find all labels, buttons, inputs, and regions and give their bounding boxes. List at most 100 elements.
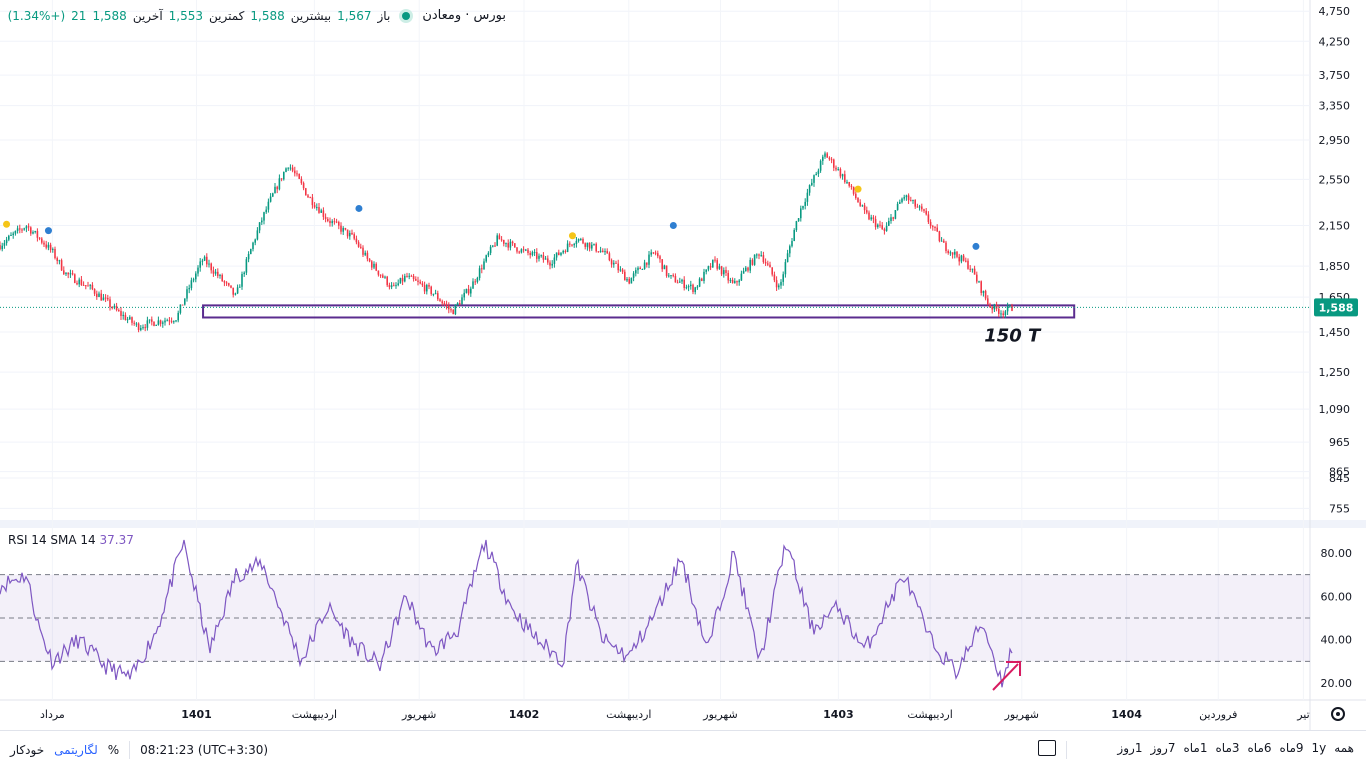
- candle-body: [995, 304, 998, 309]
- candle-body: [144, 327, 146, 329]
- candle-body: [833, 159, 835, 168]
- candle-body: [1006, 306, 1009, 312]
- candle-body: [709, 266, 712, 268]
- candle-body: [938, 231, 941, 241]
- candle-body: [98, 293, 100, 298]
- candle-body: [877, 224, 879, 228]
- candle-body: [313, 205, 316, 208]
- range-all[interactable]: همه: [1334, 741, 1354, 755]
- time-tick-label: اردیبهشت: [606, 708, 651, 721]
- range-1y[interactable]: 1y: [1311, 741, 1327, 755]
- rsi-legend[interactable]: RSI 14 SMA 14 37.37: [8, 533, 134, 547]
- candle-body: [452, 310, 454, 315]
- candle-body: [648, 254, 650, 265]
- candle-body: [760, 255, 762, 257]
- candle-body: [485, 255, 487, 262]
- symbol-legend: بورس · ومعادن باز 1,567 بیشترین 1,588 کم…: [8, 8, 506, 23]
- low-value: 1,553: [168, 8, 204, 23]
- percent-scale-button[interactable]: %: [107, 743, 120, 757]
- range-6m[interactable]: 6ماه: [1247, 741, 1272, 755]
- candle-body: [597, 251, 600, 253]
- candle-body: [388, 285, 391, 288]
- candle-body: [76, 282, 78, 285]
- candle-body: [837, 169, 839, 171]
- candle-body: [866, 210, 868, 213]
- candle-body: [679, 281, 681, 283]
- candle-body: [300, 178, 303, 184]
- candle-body: [434, 293, 437, 295]
- candle-body: [850, 185, 853, 187]
- candle-body: [219, 274, 221, 276]
- range-7d[interactable]: 7روز: [1150, 741, 1176, 755]
- candle-body: [940, 240, 943, 242]
- candle-body: [212, 270, 215, 274]
- candle-body: [885, 225, 888, 231]
- calendar-icon[interactable]: [1038, 740, 1056, 756]
- candle-body: [725, 270, 727, 273]
- symbol-name[interactable]: بورس · ومعادن: [422, 8, 506, 23]
- candle-body: [822, 156, 824, 161]
- range-1d[interactable]: 1روز: [1117, 741, 1143, 755]
- candle-body: [91, 284, 94, 290]
- candle-body: [60, 260, 63, 271]
- log-scale-button[interactable]: لگاریتمی: [54, 743, 98, 757]
- candle-body: [177, 312, 179, 321]
- candle-body: [3, 243, 6, 246]
- candle-body: [518, 251, 520, 253]
- candle-body: [56, 258, 58, 262]
- candle-body: [390, 285, 393, 288]
- range-9m[interactable]: 9ماه: [1279, 741, 1304, 755]
- candle-body: [613, 262, 615, 265]
- candle-body: [815, 173, 817, 176]
- candle-body: [250, 249, 252, 255]
- candle-body: [41, 238, 43, 243]
- candle-body: [758, 254, 760, 256]
- candle-body: [318, 207, 320, 213]
- pane-separator: [0, 520, 1366, 528]
- price-chart[interactable]: 4,750 4,250 3,750 3,350 2,950 2,550 2,150 1,850…: [0, 0, 1366, 730]
- candle-body: [870, 217, 872, 220]
- candle-body: [817, 170, 820, 174]
- candle-body: [349, 232, 351, 237]
- candle-body: [1011, 305, 1013, 311]
- settings-gear-icon[interactable]: [1331, 707, 1345, 721]
- candle-body: [536, 252, 538, 259]
- candle-body: [426, 285, 428, 292]
- candle-body: [791, 241, 793, 247]
- candle-body: [896, 203, 899, 211]
- candle-body: [987, 298, 989, 305]
- candle-body: [423, 285, 426, 292]
- candle-body: [32, 232, 34, 234]
- candle-body: [602, 250, 604, 252]
- price-tick-label: 1,090: [1319, 403, 1351, 416]
- price-tick-label: 2,550: [1319, 173, 1351, 186]
- candle-body: [747, 267, 749, 271]
- candle-body: [782, 274, 784, 282]
- range-1m[interactable]: 1ماه: [1183, 741, 1208, 755]
- signal-marker: [972, 242, 980, 250]
- candle-body: [714, 259, 716, 261]
- auto-scale-button[interactable]: خودکار: [10, 743, 45, 757]
- candle-body: [956, 251, 958, 257]
- candle-body: [131, 317, 133, 323]
- candle-body: [1002, 313, 1004, 315]
- range-3m[interactable]: 3ماه: [1215, 741, 1240, 755]
- candle-body: [340, 225, 342, 232]
- clock-time[interactable]: 08:21:23 (UTC+3:30): [140, 743, 269, 757]
- candle-body: [104, 297, 107, 299]
- candle-body: [201, 260, 204, 262]
- candle-body: [164, 320, 166, 323]
- candle-body: [43, 242, 45, 245]
- candle-body: [421, 283, 424, 286]
- candle-body: [509, 241, 512, 248]
- candle-body: [646, 262, 648, 265]
- candle-body: [544, 258, 547, 260]
- candle-body: [976, 274, 978, 282]
- candle-body: [302, 183, 305, 189]
- candle-body: [912, 199, 914, 201]
- candle-body: [159, 320, 162, 324]
- change-value: 21: [71, 8, 87, 23]
- candle-body: [619, 269, 622, 271]
- candle-body: [184, 298, 186, 305]
- candle-body: [586, 242, 589, 247]
